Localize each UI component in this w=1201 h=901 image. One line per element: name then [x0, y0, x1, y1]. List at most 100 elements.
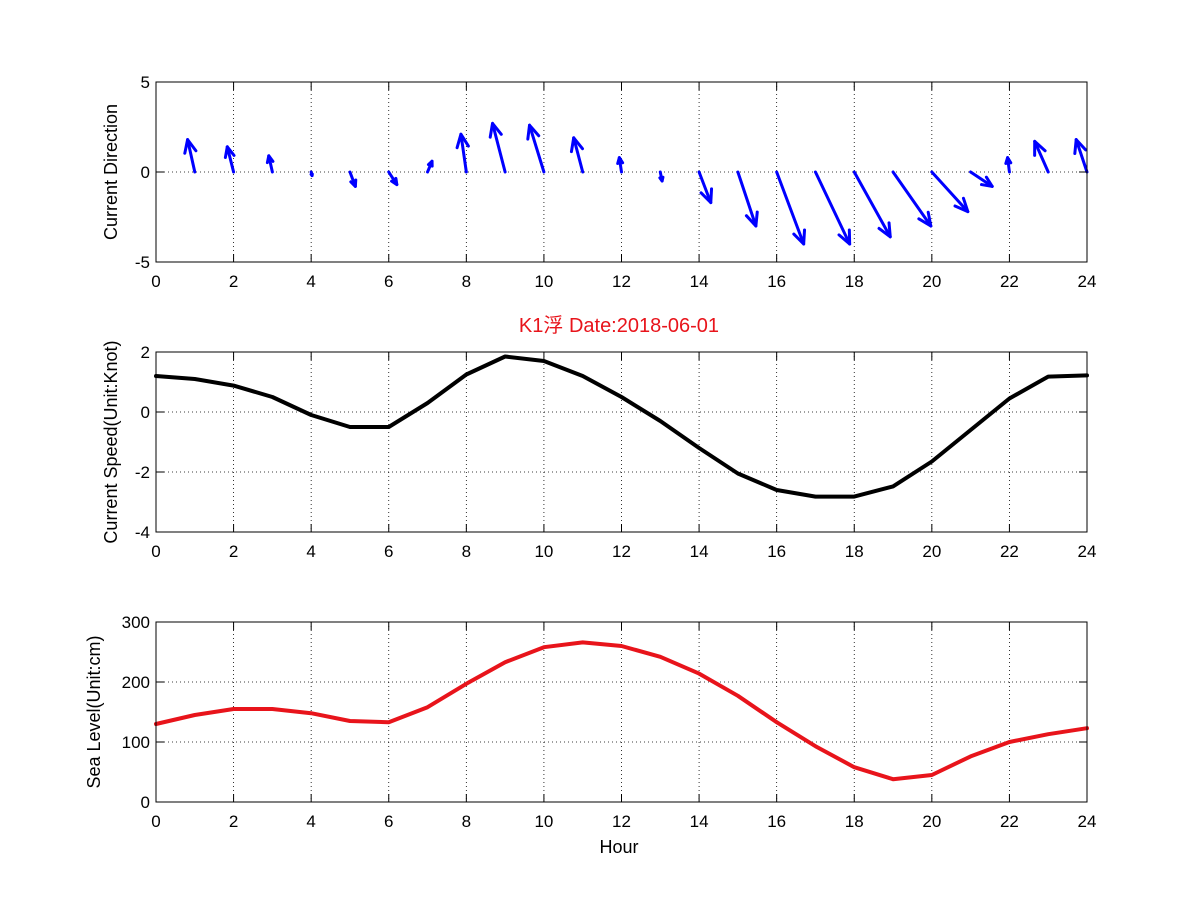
- current-speed-xtick-label: 12: [612, 542, 631, 561]
- arrow-head: [349, 178, 358, 188]
- sea-level-xtick-label: 16: [767, 812, 786, 831]
- sea-level-xlabel: Hour: [599, 837, 638, 857]
- arrow-head: [455, 132, 470, 150]
- current-arrow: [930, 170, 970, 214]
- current-arrow: [183, 138, 198, 174]
- arrow-shaft: [186, 138, 197, 174]
- arrow-head: [569, 136, 584, 154]
- sea-level-ytick-label: 100: [122, 733, 150, 752]
- sea-level-xtick-label: 24: [1078, 812, 1097, 831]
- current-speed-ytick-label: 2: [141, 343, 150, 362]
- arrow-head: [792, 228, 807, 246]
- arrow-shaft: [736, 170, 758, 228]
- arrow-head: [309, 172, 314, 178]
- current-speed-xtick-label: 20: [922, 542, 941, 561]
- current-speed-xtick-label: 8: [462, 542, 471, 561]
- current-speed-xtick-label: 0: [151, 542, 160, 561]
- current-speed-series: [154, 354, 1089, 499]
- sea-level-xtick-label: 6: [384, 812, 393, 831]
- current-direction-ytick-label: 5: [141, 73, 150, 92]
- current-speed-xtick-label: 24: [1078, 542, 1097, 561]
- sea-level-ytick-label: 200: [122, 673, 150, 692]
- current-arrow: [223, 145, 236, 174]
- current-arrow: [658, 170, 665, 183]
- current-speed-ytick-label: -2: [135, 463, 150, 482]
- arrow-head: [1033, 139, 1047, 157]
- current-speed-panel: 0 2 4 6 8 10 12 14 16 18 20 22 24-4-202 Current Spee…: [101, 340, 1096, 561]
- arrow-head: [526, 123, 541, 141]
- current-direction-arrows: [183, 121, 1089, 246]
- arrow-head: [183, 138, 198, 155]
- current-direction-xtick-label: 14: [690, 272, 709, 291]
- arrow-shaft: [572, 136, 585, 174]
- current-direction-xtick-label: 4: [306, 272, 315, 291]
- current-speed-xtick-label: 2: [229, 542, 238, 561]
- arrow-head: [744, 210, 759, 228]
- current-arrow: [265, 154, 275, 174]
- current-direction-xtick-label: 24: [1078, 272, 1097, 291]
- current-arrow: [1033, 139, 1050, 174]
- arrow-head: [837, 228, 852, 246]
- arrow-shaft: [697, 170, 713, 205]
- sea-level-ytick-label: 300: [122, 613, 150, 632]
- current-speed-xtick-label: 18: [845, 542, 864, 561]
- current-speed-ylabel: Current Speed(Unit:Knot): [101, 340, 121, 543]
- current-direction-xtick-label: 8: [462, 272, 471, 291]
- sea-level-xtick-label: 18: [845, 812, 864, 831]
- current-arrow: [387, 170, 399, 187]
- arrow-head: [877, 221, 892, 239]
- current-direction-ticks: 0 2 4 6 8 10 12 14 16 18 20 22 24-505: [135, 73, 1097, 291]
- arrow-head: [488, 121, 503, 139]
- sea-level-xtick-label: 10: [534, 812, 553, 831]
- arrow-shaft: [528, 123, 546, 174]
- current-direction-xtick-label: 18: [845, 272, 864, 291]
- current-speed-ticks: 0 2 4 6 8 10 12 14 16 18 20 22 24-4-202: [135, 343, 1097, 561]
- current-direction-xtick-label: 20: [922, 272, 941, 291]
- sea-level-xtick-label: 12: [612, 812, 631, 831]
- arrow-shaft: [1033, 139, 1050, 174]
- arrow-head: [1004, 156, 1013, 165]
- current-arrow: [569, 136, 585, 174]
- current-direction-xtick-label: 22: [1000, 272, 1019, 291]
- arrow-shaft: [930, 170, 970, 214]
- current-arrow: [455, 132, 470, 174]
- arrow-shaft: [969, 170, 994, 188]
- current-arrow: [775, 170, 807, 246]
- current-speed-xtick-label: 10: [534, 542, 553, 561]
- current-arrow: [616, 156, 625, 174]
- sea-level-ylabel: Sea Level(Unit:cm): [84, 635, 104, 788]
- current-speed-xtick-label: 16: [767, 542, 786, 561]
- arrow-shaft: [775, 170, 806, 246]
- arrow-head: [1073, 138, 1088, 156]
- arrow-head: [658, 175, 665, 183]
- current-speed-xtick-label: 4: [306, 542, 315, 561]
- sea-level-xtick-label: 0: [151, 812, 160, 831]
- sea-level-xtick-label: 2: [229, 812, 238, 831]
- current-direction-xtick-label: 0: [151, 272, 160, 291]
- sea-level-xtick-label: 20: [922, 812, 941, 831]
- arrow-head: [979, 175, 994, 188]
- arrow-shaft: [813, 170, 852, 246]
- arrow-shaft: [891, 170, 933, 228]
- current-speed-xtick-label: 22: [1000, 542, 1019, 561]
- current-arrow: [348, 170, 358, 188]
- current-arrow: [309, 170, 314, 178]
- arrow-head: [390, 176, 399, 187]
- current-arrow: [526, 123, 546, 174]
- current-arrow: [969, 170, 994, 188]
- sea-level-xtick-label: 22: [1000, 812, 1019, 831]
- arrow-head: [917, 210, 933, 228]
- arrow-head: [953, 196, 970, 214]
- current-arrow: [1004, 156, 1013, 174]
- current-speed-xtick-label: 6: [384, 542, 393, 561]
- current-speed-ytick-label: 0: [141, 403, 150, 422]
- sea-level-ytick-label: 0: [141, 793, 150, 812]
- arrow-shaft: [1074, 138, 1089, 174]
- current-arrow: [813, 170, 852, 246]
- chart-title: K1浮 Date:2018-06-01: [519, 314, 719, 337]
- arrow-head: [699, 187, 714, 205]
- current-direction-xtick-label: 2: [229, 272, 238, 291]
